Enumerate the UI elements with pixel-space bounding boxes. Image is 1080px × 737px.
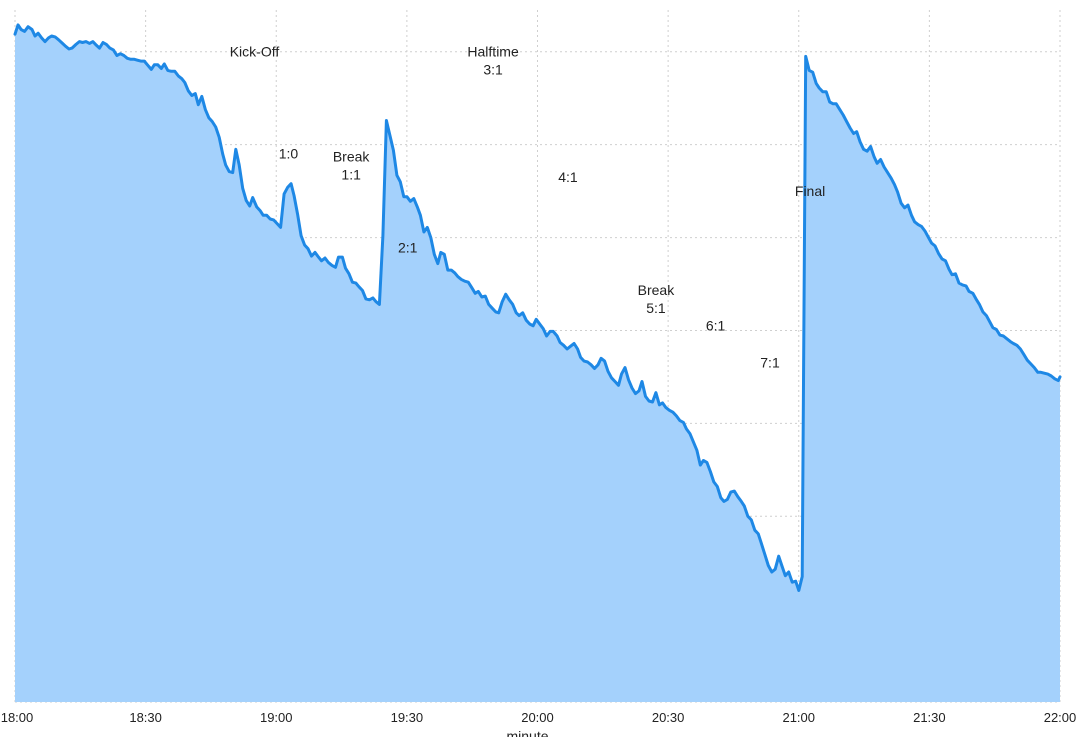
annotation-label: 2:1 [398,239,418,255]
annotation: 4:1 [558,169,578,185]
annotation-label: 4:1 [558,169,578,185]
annotation-label: 5:1 [646,300,666,316]
annotation-label: 3:1 [483,61,503,77]
annotation-label: Final [795,183,825,199]
annotation: Final [795,183,825,199]
x-tick-label: 21:30 [913,710,946,725]
x-tick-label: 21:00 [782,710,815,725]
annotation: 1:0 [279,146,299,162]
annotation: Break 1:1 [333,148,371,182]
x-axis-title: minute [506,728,548,737]
x-tick-label: 18:00 [1,710,34,725]
x-tick-label: 19:30 [391,710,424,725]
x-tick-label: 20:30 [652,710,685,725]
annotation-label: 7:1 [760,355,780,371]
annotation: 7:1 [760,355,780,371]
annotation-label: Break [333,148,371,164]
x-axis-tick-labels: 18:00 18:30 19:00 19:30 20:00 20:30 21:00 21:30… [1,710,1077,725]
annotation-label: 1:0 [279,146,299,162]
annotation-label: Halftime [467,43,519,59]
annotation-label: 1:1 [341,166,361,182]
x-tick-label: 20:00 [521,710,554,725]
event-annotations: Kick-Off 1:0 Break 1:1 2:1 Halftime 3:1 4:1 Brea… [230,43,826,370]
annotation: 2:1 [398,239,418,255]
area-fill [15,24,1060,702]
annotation-label: Kick-Off [230,43,280,59]
x-tick-label: 18:30 [129,710,162,725]
x-tick-label: 19:00 [260,710,293,725]
annotation-label: 6:1 [706,317,726,333]
series-line [13,23,1062,592]
annotation: Break 5:1 [638,282,676,316]
x-tick-label: 22:00 [1044,710,1077,725]
annotation: Kick-Off [230,43,280,59]
annotation-label: Break [638,282,676,298]
annotation: 6:1 [706,317,726,333]
annotation: Halftime 3:1 [467,43,519,77]
